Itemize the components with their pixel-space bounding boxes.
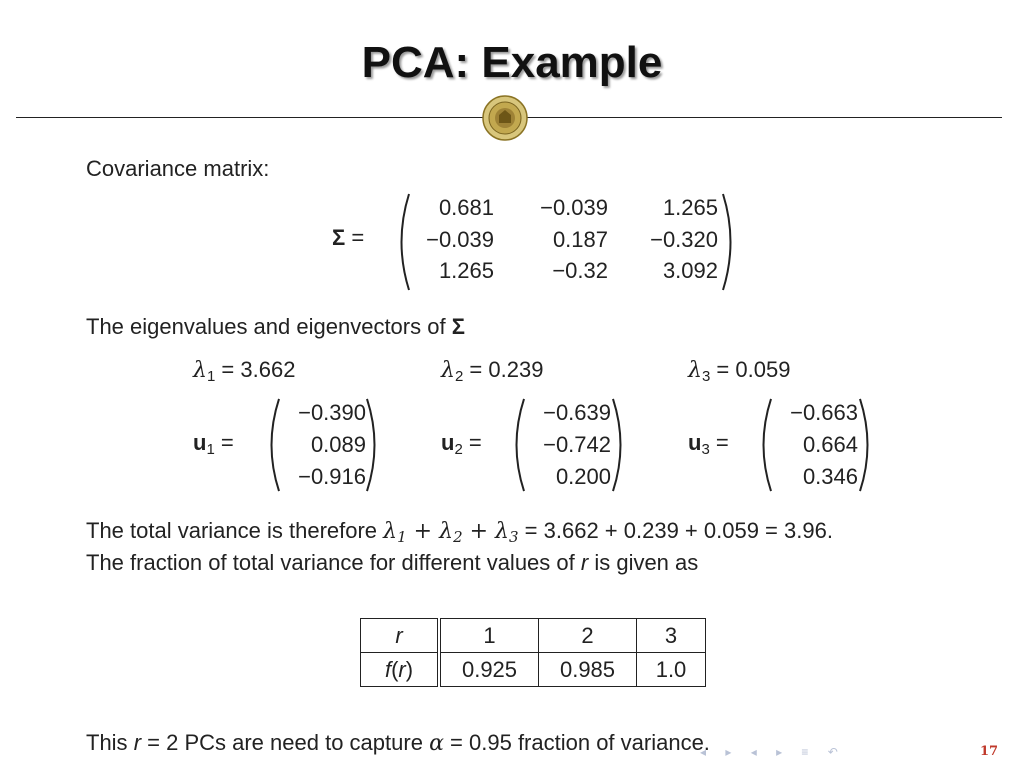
table-cell: 1 bbox=[438, 618, 539, 653]
matrix-cell: −0.320 bbox=[650, 226, 718, 252]
conclusion-prefix: This bbox=[86, 730, 128, 755]
vector-cell: 0.664 bbox=[802, 432, 858, 457]
covariance-matrix: 0.681 −0.039 1.265 −0.039 0.187 −0.320 1.265 −0… bbox=[410, 192, 718, 287]
university-seal-icon bbox=[482, 95, 528, 141]
eigenvector-3: −0.663 0.664 0.346 bbox=[772, 397, 858, 493]
vector-cell: 0.200 bbox=[555, 464, 611, 489]
eigen-label: The eigenvalues and eigenvectors of Σ bbox=[86, 314, 465, 340]
eigen-label-text: The eigenvalues and eigenvectors of bbox=[86, 314, 446, 339]
total-variance-prefix: The total variance is therefore bbox=[86, 518, 378, 543]
left-paren-icon bbox=[762, 398, 772, 492]
beamer-nav-icons[interactable]: ◂ ▸ ◂ ▸ ≡ ↶ bbox=[700, 745, 846, 759]
eigenvalue-3: λ3 = 0.059 bbox=[688, 357, 791, 385]
table-cell: 0.925 bbox=[438, 652, 539, 687]
vector-cell: −0.916 bbox=[298, 464, 366, 489]
table-header-cell: f(r) bbox=[360, 652, 441, 687]
vector-cell: −0.639 bbox=[543, 400, 611, 425]
eigenvalue-1: λ1 = 3.662 bbox=[193, 357, 296, 385]
covariance-label: Covariance matrix: bbox=[86, 156, 270, 181]
eigenvector-label-3: u3 = bbox=[688, 430, 729, 458]
eigenvalue-2: λ2 = 0.239 bbox=[441, 357, 544, 385]
matrix-cell: −0.32 bbox=[552, 258, 608, 283]
left-paren-icon bbox=[515, 398, 525, 492]
page-number: 17 bbox=[980, 744, 999, 759]
table-row: r 1 2 3 bbox=[360, 618, 706, 653]
matrix-cell: 0.187 bbox=[552, 226, 608, 252]
table-header-cell: r bbox=[360, 618, 441, 653]
variance-fraction-table: r 1 2 3 f(r) 0.925 0.985 1.0 bbox=[360, 618, 706, 687]
table-row: f(r) 0.925 0.985 1.0 bbox=[360, 652, 706, 687]
matrix-cell: 0.681 bbox=[438, 195, 494, 220]
alpha-symbol: α bbox=[429, 731, 444, 756]
matrix-cell: 1.265 bbox=[438, 258, 494, 283]
vector-cell: −0.390 bbox=[298, 400, 366, 425]
conclusion-middle: = 2 PCs are need to capture bbox=[147, 730, 423, 755]
matrix-cell: 1.265 bbox=[662, 195, 718, 220]
eigenvector-2: −0.639 −0.742 0.200 bbox=[525, 397, 611, 493]
vector-cell: 0.089 bbox=[310, 432, 366, 457]
sigma-symbol: Σ bbox=[332, 225, 346, 250]
left-paren-icon bbox=[270, 398, 280, 492]
right-paren-icon bbox=[722, 193, 732, 291]
conclusion-suffix: = 0.95 fraction of variance. bbox=[450, 730, 710, 755]
table-cell: 1.0 bbox=[636, 652, 706, 687]
left-paren-icon bbox=[400, 193, 410, 291]
r-variable: r bbox=[133, 730, 142, 755]
fraction-after: is given as bbox=[594, 550, 699, 575]
matrix-cell: 3.092 bbox=[662, 258, 718, 283]
total-variance-rhs: = 3.662 + 0.239 + 0.059 = 3.96. bbox=[524, 518, 833, 543]
total-variance-line: The total variance is therefore λ1 + λ2 … bbox=[86, 518, 833, 546]
eigenvector-1: −0.390 0.089 −0.916 bbox=[280, 397, 366, 493]
sigma-equation-lhs: Σ = bbox=[332, 225, 364, 251]
eigenvector-label-2: u2 = bbox=[441, 430, 482, 458]
matrix-cell: −0.039 bbox=[540, 195, 608, 220]
right-paren-icon bbox=[859, 398, 869, 492]
r-variable: r bbox=[580, 550, 589, 575]
lambda-sum: λ1 + λ2 + λ3 bbox=[383, 519, 519, 546]
eigenvector-label-1: u1 = bbox=[193, 430, 234, 458]
vector-cell: −0.663 bbox=[790, 400, 858, 425]
table-cell: 2 bbox=[538, 618, 637, 653]
right-paren-icon bbox=[366, 398, 376, 492]
table-cell: 0.985 bbox=[538, 652, 637, 687]
slide-title: PCA: Example bbox=[361, 38, 663, 87]
fraction-line: The fraction of total variance for diffe… bbox=[86, 550, 698, 576]
sigma-symbol: Σ bbox=[451, 314, 465, 339]
right-paren-icon bbox=[612, 398, 622, 492]
vector-cell: 0.346 bbox=[802, 464, 858, 489]
vector-cell: −0.742 bbox=[543, 432, 611, 457]
conclusion-line: This r = 2 PCs are need to capture α = 0… bbox=[86, 730, 710, 756]
equals-sign: = bbox=[351, 225, 365, 250]
fraction-before: The fraction of total variance for diffe… bbox=[86, 550, 575, 575]
table-cell: 3 bbox=[636, 618, 706, 653]
matrix-cell: −0.039 bbox=[426, 226, 494, 252]
